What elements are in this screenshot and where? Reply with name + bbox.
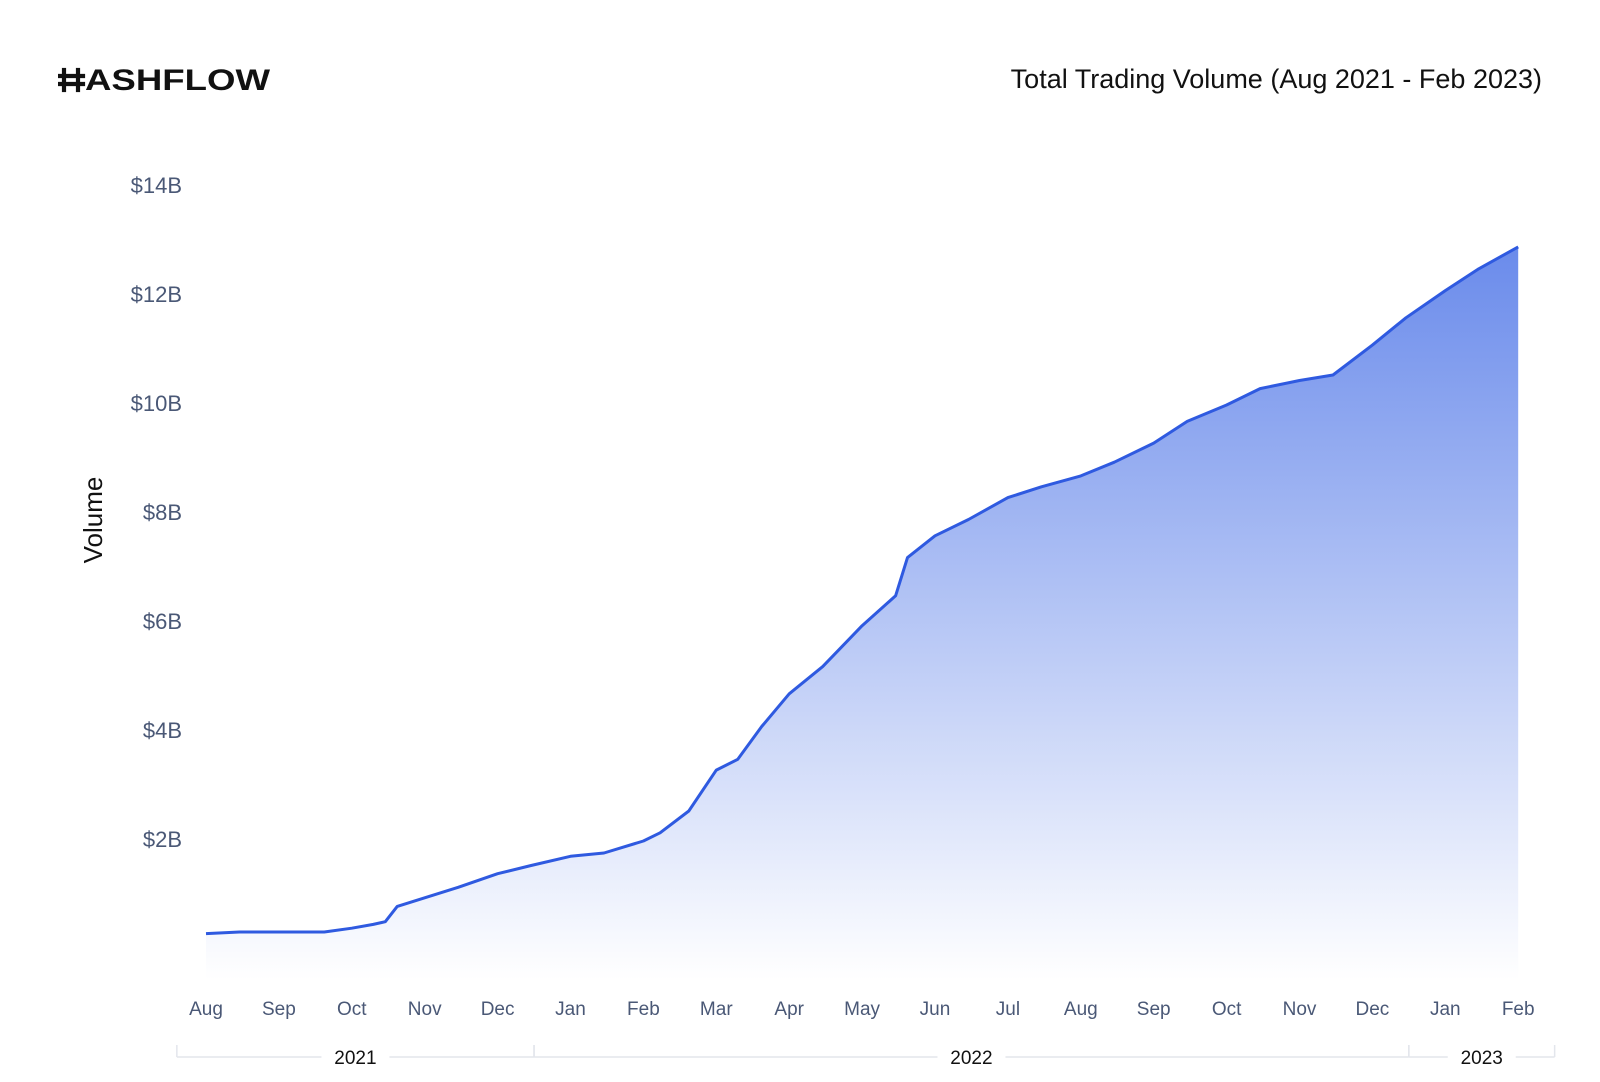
x-tick-label: Jan bbox=[1430, 999, 1461, 1020]
y-tick-label: $14B bbox=[131, 173, 182, 198]
hashflow-logo: ASHFLOW bbox=[56, 62, 273, 98]
x-tick-label: Feb bbox=[627, 999, 660, 1020]
x-tick-label: Mar bbox=[700, 999, 733, 1020]
y-tick-label: $2B bbox=[143, 827, 182, 852]
plot-area bbox=[205, 245, 1519, 980]
year-label: 2022 bbox=[950, 1048, 992, 1069]
x-tick-label: Oct bbox=[337, 999, 367, 1020]
x-tick-label: Dec bbox=[1356, 999, 1390, 1020]
x-tick-label: Apr bbox=[774, 999, 804, 1020]
chart-title: Total Trading Volume (Aug 2021 - Feb 202… bbox=[1010, 64, 1542, 94]
y-axis-label: Volume bbox=[78, 477, 108, 564]
x-axis: Aug Sep Oct Nov Dec Jan Feb Mar Apr May Jun Jul Aug S… bbox=[189, 999, 1534, 1020]
x-tick-label: Feb bbox=[1502, 999, 1535, 1020]
x-tick-label: Aug bbox=[1064, 999, 1098, 1020]
y-axis: $2B $4B $6B $8B $10B $12B $14B bbox=[131, 173, 182, 852]
year-label: 2021 bbox=[334, 1048, 376, 1069]
x-tick-label: Jul bbox=[996, 999, 1020, 1020]
x-tick-label: Sep bbox=[262, 999, 296, 1020]
hash-symbol-icon bbox=[56, 67, 86, 93]
y-tick-label: $12B bbox=[131, 282, 182, 307]
x-tick-label: Sep bbox=[1137, 999, 1171, 1020]
x-tick-label: Aug bbox=[189, 999, 223, 1020]
year-axis: 2021 2022 2023 bbox=[176, 1045, 1556, 1069]
y-tick-label: $4B bbox=[143, 718, 182, 743]
series-line bbox=[205, 245, 1519, 936]
x-tick-label: Jan bbox=[555, 999, 586, 1020]
logo-wordmark: ASHFLOW bbox=[85, 64, 271, 97]
year-label: 2023 bbox=[1461, 1048, 1503, 1069]
x-tick-label: Nov bbox=[1283, 999, 1317, 1020]
x-tick-label: Jun bbox=[920, 999, 951, 1020]
x-tick-label: Nov bbox=[408, 999, 442, 1020]
y-tick-label: $10B bbox=[131, 391, 182, 416]
y-tick-label: $8B bbox=[143, 500, 182, 525]
area-fill bbox=[206, 246, 1519, 980]
x-tick-label: Dec bbox=[481, 999, 515, 1020]
x-tick-label: Oct bbox=[1212, 999, 1242, 1020]
x-tick-label: May bbox=[844, 999, 880, 1020]
y-tick-label: $6B bbox=[143, 609, 182, 634]
